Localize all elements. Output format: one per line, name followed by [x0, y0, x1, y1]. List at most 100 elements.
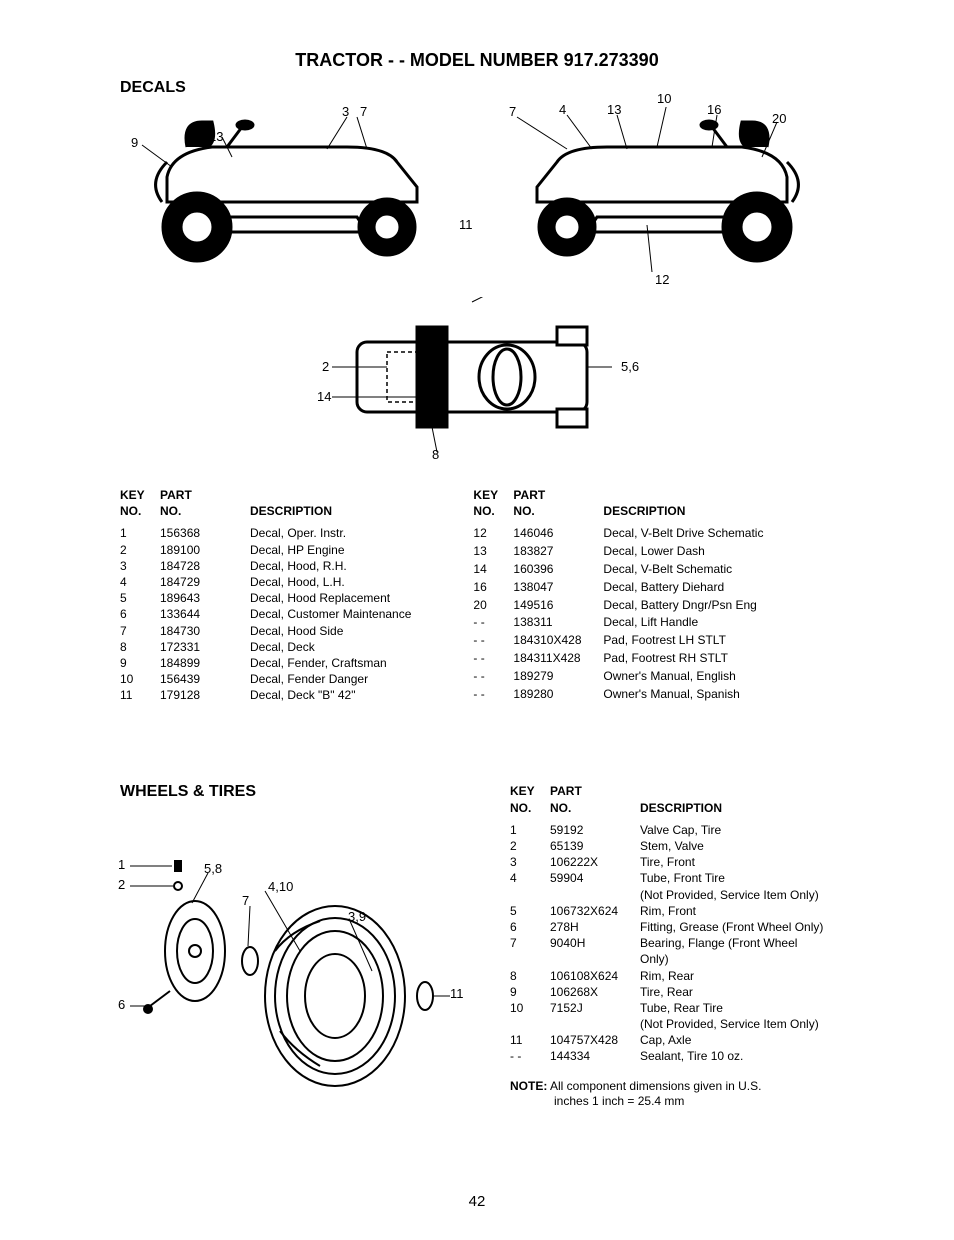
- callout-10: 10: [657, 91, 671, 106]
- callout-8: 8: [432, 447, 439, 462]
- cell-desc: Decal, V-Belt Drive Schematic: [603, 525, 775, 543]
- cell-key: [510, 951, 550, 967]
- cell-desc: Decal, Oper. Instr.: [250, 525, 423, 541]
- cell-desc: Sealant, Tire 10 oz.: [640, 1048, 835, 1064]
- wc-7: 7: [242, 893, 249, 908]
- cell-desc: Rim, Rear: [640, 968, 835, 984]
- decals-tables: KEYNO. PARTNO. DESCRIPTION 1156368Decal,…: [120, 487, 854, 703]
- cell-part: 9040H: [550, 935, 640, 951]
- table-row: 265139Stem, Valve: [510, 838, 835, 854]
- wc-1: 1: [118, 857, 125, 872]
- callout-16: 16: [707, 102, 721, 117]
- cell-desc: Decal, Battery Dngr/Psn Eng: [603, 597, 775, 615]
- cell-part: 133644: [160, 606, 250, 622]
- table-row: 3106222XTire, Front: [510, 854, 835, 870]
- callout-9: 9: [131, 135, 138, 150]
- cell-desc: Fitting, Grease (Front Wheel Only): [640, 919, 835, 935]
- table-row: 20149516Decal, Battery Dngr/Psn Eng: [473, 597, 775, 615]
- th-key: KEYNO.: [510, 783, 550, 821]
- cell-desc: Decal, Hood, R.H.: [250, 558, 423, 574]
- cell-key: 14: [473, 561, 513, 579]
- cell-desc: Pad, Footrest RH STLT: [603, 650, 775, 668]
- table-row: 459904Tube, Front Tire: [510, 870, 835, 886]
- tractor-left-svg: [127, 107, 457, 277]
- cell-desc: Stem, Valve: [640, 838, 835, 854]
- cell-part: 146046: [513, 525, 603, 543]
- page-title: TRACTOR - - MODEL NUMBER 917.273390: [60, 50, 894, 71]
- cell-part: 184729: [160, 574, 250, 590]
- table-row: 8106108X624Rim, Rear: [510, 968, 835, 984]
- table-row: 13183827Decal, Lower Dash: [473, 543, 775, 561]
- callout-14: 14: [317, 389, 331, 404]
- th-desc: DESCRIPTION: [250, 487, 423, 525]
- note-line1: All component dimensions given in U.S.: [547, 1079, 761, 1093]
- cell-key: - -: [473, 668, 513, 686]
- cell-key: [510, 887, 550, 903]
- tractor-top-svg: [327, 297, 617, 457]
- cell-part: 184899: [160, 655, 250, 671]
- callout-13r: 13: [607, 102, 621, 117]
- cell-key: [510, 1016, 550, 1032]
- cell-desc: Owner's Manual, Spanish: [603, 686, 775, 704]
- table-row: (Not Provided, Service Item Only): [510, 1016, 835, 1032]
- cell-key: 7: [120, 623, 160, 639]
- cell-part: 59192: [550, 822, 640, 838]
- cell-key: 1: [120, 525, 160, 541]
- cell-part: 138047: [513, 579, 603, 597]
- cell-part: 106108X624: [550, 968, 640, 984]
- cell-key: 6: [510, 919, 550, 935]
- cell-part: 278H: [550, 919, 640, 935]
- cell-part: 138311: [513, 614, 603, 632]
- cell-key: 3: [120, 558, 160, 574]
- wheels-table: KEYNO. PARTNO. DESCRIPTION 159192Valve C…: [510, 783, 835, 1064]
- cell-part: 189280: [513, 686, 603, 704]
- callout-7l: 7: [360, 104, 367, 119]
- tractor-right-svg: [497, 107, 827, 277]
- cell-desc: (Not Provided, Service Item Only): [640, 887, 835, 903]
- cell-part: 183827: [513, 543, 603, 561]
- cell-key: 12: [473, 525, 513, 543]
- table-row: 107152JTube, Rear Tire: [510, 1000, 835, 1016]
- cell-key: 8: [120, 639, 160, 655]
- table-row: - -189280Owner's Manual, Spanish: [473, 686, 775, 704]
- cell-part: 149516: [513, 597, 603, 615]
- cell-part: 7152J: [550, 1000, 640, 1016]
- cell-key: 2: [510, 838, 550, 854]
- cell-desc: Decal, Lift Handle: [603, 614, 775, 632]
- decals-table-right: KEYNO. PARTNO. DESCRIPTION 12146046Decal…: [473, 487, 775, 703]
- table-row: 6133644Decal, Customer Maintenance: [120, 606, 423, 622]
- cell-desc: Valve Cap, Tire: [640, 822, 835, 838]
- th-part: PARTNO.: [160, 487, 250, 525]
- wheels-section-title: WHEELS & TIRES: [120, 783, 480, 801]
- table-row: 3184728Decal, Hood, R.H.: [120, 558, 423, 574]
- table-row: Only): [510, 951, 835, 967]
- cell-part: [550, 1016, 640, 1032]
- cell-desc: Decal, Fender Danger: [250, 671, 423, 687]
- callout-7r: 7: [509, 104, 516, 119]
- table-row: 7184730Decal, Hood Side: [120, 623, 423, 639]
- table-row: 1156368Decal, Oper. Instr.: [120, 525, 423, 541]
- cell-desc: Owner's Manual, English: [603, 668, 775, 686]
- callout-11: 11: [459, 217, 473, 232]
- table-row: - -184310X428Pad, Footrest LH STLT: [473, 632, 775, 650]
- cell-key: 11: [510, 1032, 550, 1048]
- callout-13l: 13: [209, 129, 223, 144]
- cell-desc: Tube, Front Tire: [640, 870, 835, 886]
- table-row: 4184729Decal, Hood, L.H.: [120, 574, 423, 590]
- cell-desc: Cap, Axle: [640, 1032, 835, 1048]
- callout-20: 20: [772, 111, 786, 126]
- cell-part: [550, 887, 640, 903]
- table-row: 11104757X428Cap, Axle: [510, 1032, 835, 1048]
- table-row: 14160396Decal, V-Belt Schematic: [473, 561, 775, 579]
- cell-key: 3: [510, 854, 550, 870]
- cell-key: 5: [510, 903, 550, 919]
- note-label: NOTE:: [510, 1079, 547, 1093]
- wheels-diagram: 1 2 5,8 4,10 7 3,9 6 11: [120, 831, 460, 1091]
- cell-part: 106268X: [550, 984, 640, 1000]
- wc-39: 3,9: [348, 909, 366, 924]
- cell-key: 4: [510, 870, 550, 886]
- cell-desc: Only): [640, 951, 835, 967]
- cell-part: 65139: [550, 838, 640, 854]
- cell-key: 8: [510, 968, 550, 984]
- cell-key: 6: [120, 606, 160, 622]
